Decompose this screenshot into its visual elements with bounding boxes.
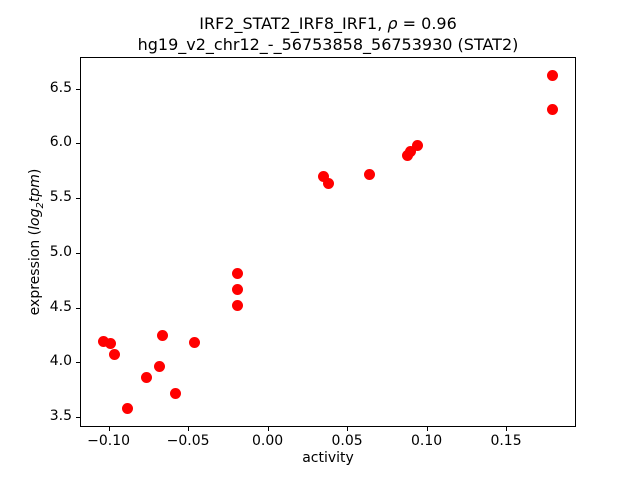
x-tick-label: −0.05 <box>166 433 210 449</box>
data-point <box>169 387 181 399</box>
chart-title-line1: IRF2_STAT2_IRF8_IRF1, ρ = 0.96 <box>80 13 576 34</box>
y-tick-mark <box>76 417 80 419</box>
y-tick-label: 5.5 <box>49 189 72 206</box>
chart-title-line1-value: = 0.96 <box>397 14 457 33</box>
data-point <box>188 337 200 349</box>
y-axis-label: expression (log2tpm) <box>27 132 46 352</box>
data-point <box>98 336 110 348</box>
chart-title-line1-text: IRF2_STAT2_IRF8_IRF1, <box>199 14 388 33</box>
y-tick-label: 4.0 <box>49 353 72 370</box>
x-tick-mark <box>267 427 269 431</box>
data-point <box>317 170 329 182</box>
data-point <box>231 268 243 280</box>
y-tick-mark <box>76 307 80 309</box>
data-point <box>546 70 558 82</box>
x-tick-label: 0.15 <box>490 433 522 449</box>
data-point <box>104 338 116 350</box>
data-point <box>405 145 417 157</box>
y-tick-label: 6.5 <box>49 79 72 96</box>
y-tick-mark <box>76 88 80 90</box>
data-point <box>157 329 169 341</box>
x-tick-mark <box>426 427 428 431</box>
y-tick-mark <box>76 252 80 254</box>
y-axis-label-log: log <box>27 208 43 230</box>
x-tick-mark <box>108 427 110 431</box>
x-tick-label: −0.10 <box>87 433 131 449</box>
data-point <box>546 104 558 116</box>
y-tick-label: 5.0 <box>49 243 72 260</box>
data-point <box>322 178 334 190</box>
plot-area <box>80 57 576 427</box>
y-tick-mark <box>76 362 80 364</box>
data-point <box>109 349 121 361</box>
y-axis-label-suffix: ) <box>27 168 43 175</box>
chart-title: IRF2_STAT2_IRF8_IRF1, ρ = 0.96 hg19_v2_c… <box>80 13 576 55</box>
x-tick-label: 0.00 <box>251 433 284 449</box>
x-tick-mark <box>506 427 508 431</box>
data-point <box>363 168 375 180</box>
data-point <box>141 372 153 384</box>
rho-symbol: ρ <box>387 14 398 33</box>
x-tick-label: 0.05 <box>331 433 363 449</box>
y-tick-label: 3.5 <box>49 408 72 425</box>
y-tick-label: 4.5 <box>49 298 72 315</box>
chart-title-line2: hg19_v2_chr12_-_56753858_56753930 (STAT2… <box>137 35 519 54</box>
data-point <box>122 402 134 414</box>
x-tick-label: 0.10 <box>410 433 443 449</box>
x-tick-mark <box>188 427 190 431</box>
y-tick-mark <box>76 143 80 145</box>
data-point <box>231 283 243 295</box>
data-point <box>153 361 165 373</box>
x-axis-label: activity <box>302 450 354 466</box>
x-tick-mark <box>347 427 349 431</box>
y-tick-mark <box>76 198 80 200</box>
data-point <box>231 299 243 311</box>
data-point <box>411 140 423 152</box>
y-tick-label: 6.0 <box>49 134 72 151</box>
